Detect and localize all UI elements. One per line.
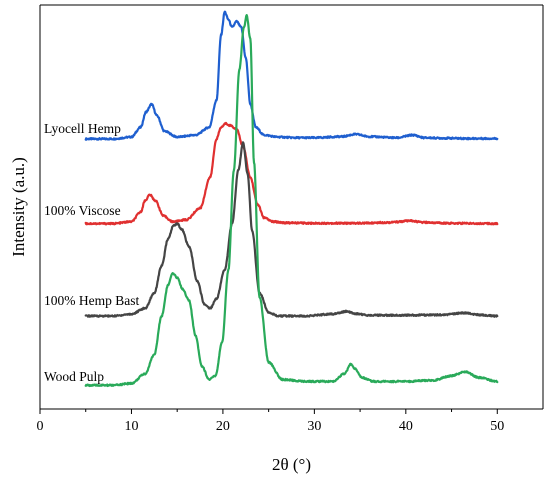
series-label: 100% Viscose <box>44 203 121 218</box>
series-line-lyocell-hemp <box>84 10 499 141</box>
series-line-100-hemp-bast <box>84 141 499 318</box>
series-label: Wood Pulp <box>44 369 104 384</box>
series-labels: Lyocell Hemp 100% Viscose 100% Hemp Bast Wo… <box>44 121 139 384</box>
x-tick-label: 20 <box>216 419 230 434</box>
x-tick-label: 50 <box>490 419 504 434</box>
series-line-wood-pulp <box>84 13 499 388</box>
series-layer <box>84 10 499 388</box>
series-label: Lyocell Hemp <box>44 121 121 136</box>
series-line-100-viscose <box>84 121 499 226</box>
x-tick-label: 30 <box>307 419 321 434</box>
x-axis-title: 2θ (°) <box>272 455 311 474</box>
x-tick-label: 10 <box>124 419 138 434</box>
y-axis-title: Intensity (a.u.) <box>9 157 28 257</box>
series-label: 100% Hemp Bast <box>44 293 139 308</box>
x-ticks: 0 10 20 30 40 50 <box>37 409 504 434</box>
plot-area <box>39 4 544 410</box>
x-tick-label: 40 <box>399 419 413 434</box>
x-tick-label: 0 <box>37 419 44 434</box>
